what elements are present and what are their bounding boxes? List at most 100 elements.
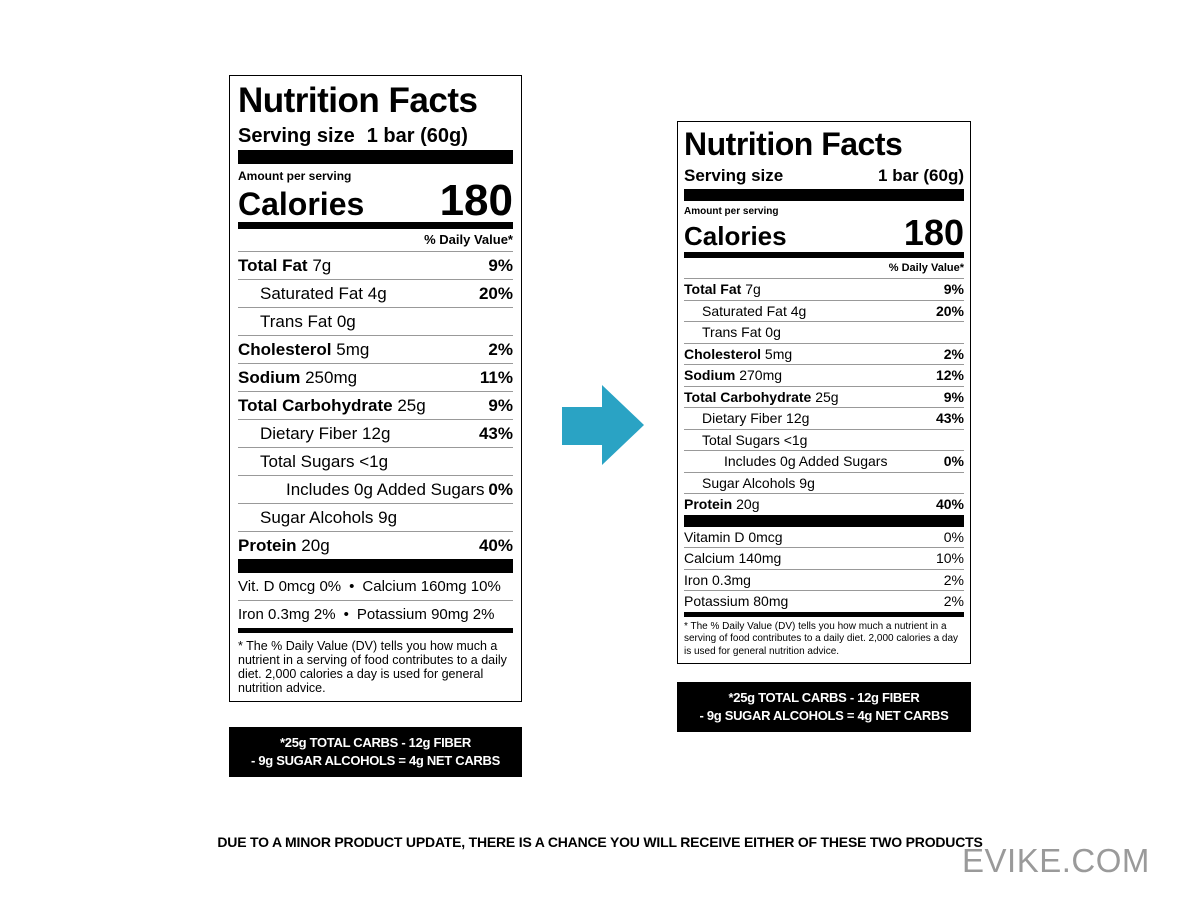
nutrient: Includes 0g Added Sugars — [684, 453, 887, 469]
amount-per-serving: Amount per serving — [238, 169, 352, 183]
serving-size: Serving size 1 bar (60g) — [684, 163, 964, 201]
nutrient: Total Fat 7g — [238, 256, 331, 276]
nutrient: Protein 20g — [238, 536, 330, 556]
vitamin-dv: 0% — [319, 578, 342, 595]
vitamin-row: Vitamin D 0mcg 0% — [684, 527, 964, 548]
nutrient-row: Trans Fat 0g — [238, 308, 513, 336]
nutrient-row: Dietary Fiber 12g 43% — [238, 420, 513, 448]
serving-label: Serving size — [238, 125, 355, 147]
vitamin: Iron 0.3mg 2% — [238, 606, 336, 623]
separator: • — [343, 606, 349, 623]
nutrient-name: Sugar Alcohols — [260, 507, 374, 527]
nutrient-name: Saturated Fat — [260, 283, 364, 303]
nutrient-amount: 270mg — [739, 367, 783, 384]
nutrient: Total Sugars <1g — [684, 432, 807, 448]
vitamin: Potassium 80mg — [684, 593, 788, 609]
daily-value: 2% — [943, 345, 964, 362]
daily-value: 0% — [943, 453, 964, 470]
nutrient: Cholesterol 5mg — [684, 346, 792, 362]
vitamin-dv: 2% — [472, 606, 495, 623]
nutrient-row: Includes 0g Added Sugars 0% — [238, 476, 513, 504]
nutrient-row: Total Carbohydrate 25g 9% — [238, 392, 513, 420]
nutrient-amount: 20g — [736, 496, 760, 513]
nutrient-name: Sodium — [684, 367, 736, 384]
nutrient-name: Total Fat — [238, 255, 308, 275]
nutrient-amount: 12g — [362, 423, 391, 443]
nutrient-name: Trans Fat — [702, 324, 762, 341]
vitamin-name: Iron — [238, 606, 264, 623]
vitamin-name: Potassium — [356, 606, 427, 623]
nutrient-name: Cholesterol — [684, 345, 762, 362]
daily-value: 2% — [488, 339, 513, 359]
calories: Calories 180 — [684, 212, 964, 258]
nutrient-row: Saturated Fat 4g 20% — [684, 301, 964, 322]
vitamin-row: Calcium 140mg 10% — [684, 548, 964, 570]
nutrient-row: Total Carbohydrate 25g 9% — [684, 387, 964, 408]
nutrient-name: Sugar Alcohols — [702, 474, 796, 491]
nutrient-amount: 250mg — [305, 367, 358, 387]
nutrition-label: Nutrition Facts Serving size 1 bar (60g) Am… — [229, 75, 522, 702]
daily-value: 12% — [935, 367, 964, 384]
vitamin-amount: 140mg — [738, 550, 782, 567]
daily-value: 11% — [479, 367, 513, 387]
vitamin-name: Iron — [684, 571, 709, 588]
calories-label: Calories — [238, 186, 365, 222]
nutrient-row: Sugar Alcohols 9g — [684, 473, 964, 494]
footnote: * The % Daily Value (DV) tells you how m… — [238, 639, 507, 695]
nutrient: Sodium 270mg — [684, 367, 782, 383]
amount-per-serving: Amount per serving — [684, 206, 779, 217]
arrow — [562, 385, 644, 465]
nutrient-amount: 12g — [786, 410, 810, 427]
nutrient: Saturated Fat 4g — [238, 284, 387, 304]
nutrient-name: Protein — [238, 535, 297, 555]
nutrient-amount: 25g — [397, 395, 426, 415]
nutrient-amount: 4g — [367, 283, 387, 303]
vitamin-row: Vit. D 0mcg 0% • Calcium 160mg 10% — [238, 573, 513, 601]
net-carbs-banner: *25g TOTAL CARBS - 12g FIBER - 9g SUGAR A… — [229, 727, 522, 777]
vitamin-dv: 2% — [943, 593, 964, 610]
nutrient-row: Protein 20g 40% — [238, 532, 513, 573]
daily-value: 0% — [488, 479, 513, 499]
vitamin: Potassium 90mg 2% — [357, 606, 495, 623]
nutrient-amount: 9g — [799, 474, 815, 491]
nutrient-row: Total Fat 7g 9% — [238, 252, 513, 280]
nutrient-amount: 4g — [790, 302, 807, 319]
vitamin: Vitamin D 0mcg — [684, 529, 783, 545]
nutrient-name: Total Carbohydrate — [238, 395, 393, 415]
nutrient-amount: 25g — [815, 388, 839, 405]
nutrient-row: Saturated Fat 4g 20% — [238, 280, 513, 308]
nutrient-amount: 7g — [745, 281, 761, 298]
vitamin-name: Calcium — [684, 550, 735, 567]
serving-value: 1 bar (60g) — [878, 166, 964, 185]
daily-value: 40% — [935, 496, 964, 513]
nutrient-name: Total Fat — [684, 281, 742, 298]
label-title: Nutrition Facts — [238, 81, 478, 120]
nutrient: Trans Fat 0g — [684, 324, 781, 340]
vitamin-dv: 10% — [935, 550, 964, 567]
nutrient-amount: 9g — [378, 507, 398, 527]
arrow-shape — [562, 385, 644, 465]
vitamin-amount: 90mg — [431, 606, 469, 623]
vitamin-name: Vitamin D — [684, 528, 745, 545]
nutrient: Total Fat 7g — [684, 281, 761, 297]
nutrient-name: Trans Fat — [260, 311, 333, 331]
vitamin-amount: 0mcg — [748, 528, 783, 545]
nutrient-name: Sodium — [238, 367, 301, 387]
notice: DUE TO A MINOR PRODUCT UPDATE, THERE IS … — [217, 834, 983, 850]
nutrient-amount: 5mg — [764, 345, 793, 362]
nutrient: Saturated Fat 4g — [684, 303, 806, 319]
calories-value: 180 — [903, 212, 964, 253]
net-carbs-line: *25g TOTAL CARBS - 12g FIBER — [728, 690, 920, 705]
nutrient: Protein 20g — [684, 496, 759, 512]
nutrient: Includes 0g Added Sugars — [238, 480, 484, 500]
vitamin: Vit. D 0mcg 0% — [238, 578, 341, 595]
vitamin-dv: 2% — [943, 571, 964, 588]
nutrient-name: Cholesterol — [238, 339, 332, 359]
nutrient-row: Includes 0g Added Sugars 0% — [684, 451, 964, 473]
nutrient: Sodium 250mg — [238, 368, 357, 388]
nutrient-row: Cholesterol 5mg 2% — [684, 344, 964, 365]
nutrient-amount: 20g — [301, 535, 330, 555]
nutrient-row: Total Fat 7g 9% — [684, 279, 964, 301]
vitamin: Calcium 140mg — [684, 550, 781, 566]
nutrient: Total Sugars <1g — [238, 452, 388, 472]
